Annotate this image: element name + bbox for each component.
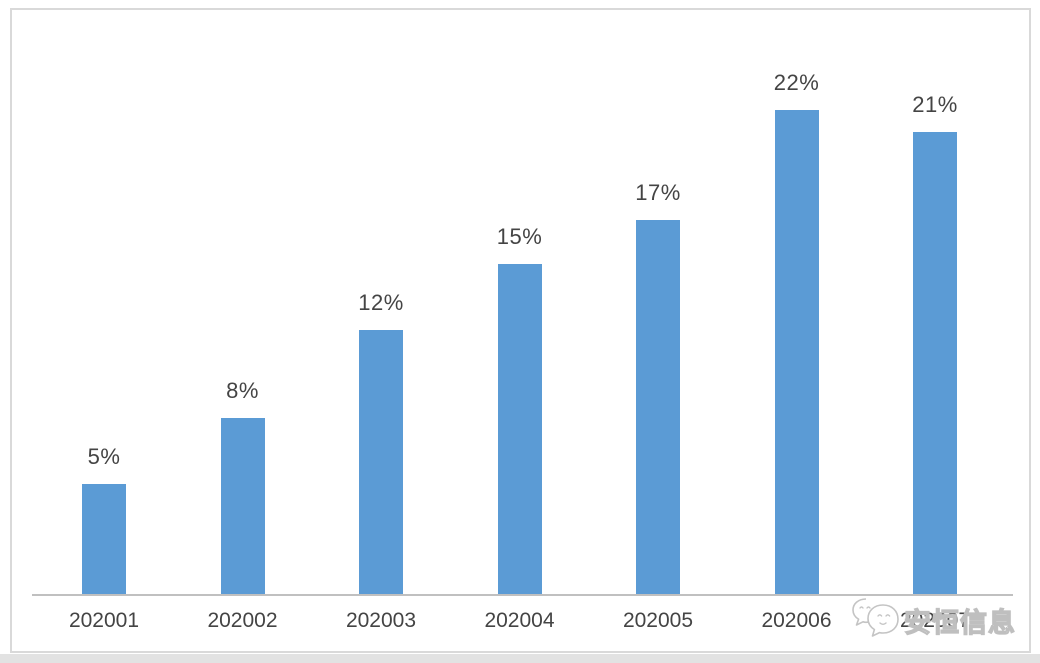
bar-value-label: 8% <box>226 378 259 403</box>
bar <box>913 132 957 594</box>
bar-value-label: 15% <box>496 224 543 249</box>
x-tick-label: 202001 <box>68 609 140 632</box>
bar <box>220 418 265 594</box>
bar-value-label: 5% <box>87 444 121 469</box>
bar <box>359 330 403 594</box>
x-tick-label: 202007 <box>899 609 971 632</box>
x-tick-label: 202004 <box>484 609 555 632</box>
x-axis-line <box>32 594 1013 596</box>
bar-value-label: 12% <box>358 290 404 315</box>
x-tick-label: 202006 <box>761 609 832 632</box>
bar-value-label: 22% <box>773 70 820 95</box>
bar-value-label: 17% <box>635 180 681 205</box>
x-tick-label: 202002 <box>207 609 278 632</box>
bar <box>497 264 542 594</box>
bar <box>82 484 126 594</box>
bar <box>636 220 680 594</box>
x-tick-label: 202005 <box>622 609 694 632</box>
bar <box>774 110 819 594</box>
chart-card: 5% 202001 8% 202002 12% 202003 15% 20200… <box>10 8 1031 653</box>
x-tick-label: 202003 <box>345 609 417 632</box>
bar-value-label: 21% <box>912 92 958 117</box>
